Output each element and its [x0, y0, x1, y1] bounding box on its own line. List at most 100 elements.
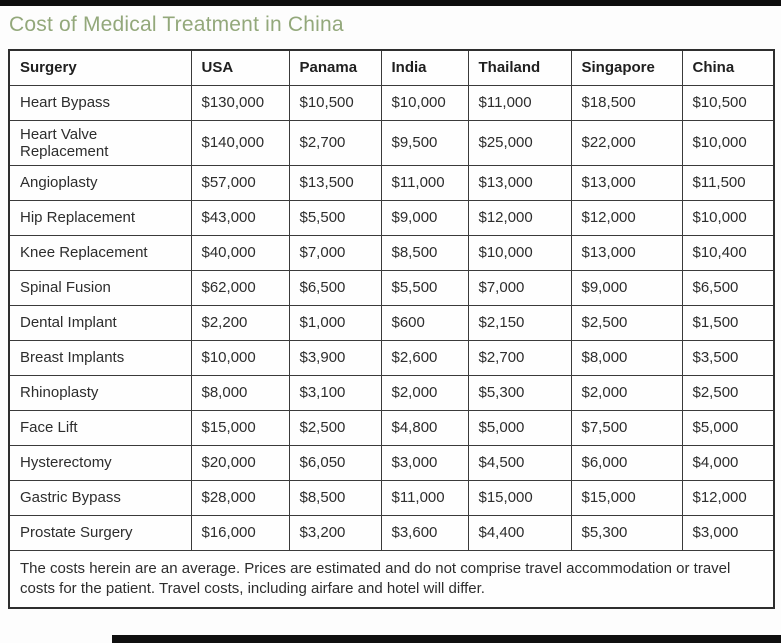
surgery-name-cell: Hip Replacement [8, 199, 192, 236]
table-row: Angioplasty $57,000 $13,500 $11,000 $13,000 $… [8, 164, 775, 201]
price-cell: $28,000 [190, 479, 290, 516]
price-cell: $6,500 [288, 269, 382, 306]
price-cell: $2,000 [570, 374, 683, 411]
price-cell: $10,000 [467, 234, 572, 271]
table-row: Heart Valve Replacement $140,000 $2,700 $9,… [8, 119, 775, 166]
column-header-singapore: Singapore [570, 49, 683, 86]
table-row: Heart Bypass $130,000 $10,500 $10,000 $11,00… [8, 84, 775, 121]
price-cell: $8,500 [288, 479, 382, 516]
table-row: Rhinoplasty $8,000 $3,100 $2,000 $5,300 $2,00… [8, 374, 775, 411]
price-cell: $16,000 [190, 514, 290, 551]
price-cell: $10,000 [681, 119, 775, 166]
price-cell: $11,000 [380, 479, 469, 516]
price-cell: $18,500 [570, 84, 683, 121]
price-cell: $4,000 [681, 444, 775, 481]
price-cell: $9,000 [570, 269, 683, 306]
price-cell: $6,000 [570, 444, 683, 481]
price-cell: $2,200 [190, 304, 290, 341]
column-header-india: India [380, 49, 469, 86]
price-cell: $2,500 [681, 374, 775, 411]
table-row: Gastric Bypass $28,000 $8,500 $11,000 $15,00… [8, 479, 775, 516]
price-cell: $5,000 [467, 409, 572, 446]
price-cell: $140,000 [190, 119, 290, 166]
price-cell: $10,500 [681, 84, 775, 121]
price-cell: $2,150 [467, 304, 572, 341]
price-cell: $5,000 [681, 409, 775, 446]
price-cell: $13,000 [570, 234, 683, 271]
price-cell: $10,000 [380, 84, 469, 121]
price-cell: $1,000 [288, 304, 382, 341]
price-cell: $3,200 [288, 514, 382, 551]
surgery-name-cell: Hysterectomy [8, 444, 192, 481]
bottom-black-bar [112, 635, 781, 643]
price-cell: $8,000 [190, 374, 290, 411]
price-cell: $8,000 [570, 339, 683, 376]
table-body: Heart Bypass $130,000 $10,500 $10,000 $11,00… [8, 84, 775, 551]
price-cell: $7,000 [467, 269, 572, 306]
price-cell: $2,000 [380, 374, 469, 411]
column-header-china: China [681, 49, 775, 86]
surgery-name-cell: Angioplasty [8, 164, 192, 201]
surgery-name-cell: Dental Implant [8, 304, 192, 341]
price-cell: $4,400 [467, 514, 572, 551]
price-cell: $4,500 [467, 444, 572, 481]
table-row: Prostate Surgery $16,000 $3,200 $3,600 $4,40… [8, 514, 775, 551]
price-cell: $2,500 [570, 304, 683, 341]
price-cell: $10,000 [681, 199, 775, 236]
price-cell: $12,000 [570, 199, 683, 236]
price-cell: $3,500 [681, 339, 775, 376]
price-cell: $6,500 [681, 269, 775, 306]
column-header-panama: Panama [288, 49, 382, 86]
price-cell: $7,000 [288, 234, 382, 271]
footnote: The costs herein are an average. Prices … [8, 549, 775, 609]
price-cell: $57,000 [190, 164, 290, 201]
price-cell: $600 [380, 304, 469, 341]
price-cell: $12,000 [467, 199, 572, 236]
price-cell: $130,000 [190, 84, 290, 121]
price-cell: $6,050 [288, 444, 382, 481]
surgery-name-cell: Prostate Surgery [8, 514, 192, 551]
surgery-name-cell: Face Lift [8, 409, 192, 446]
price-cell: $8,500 [380, 234, 469, 271]
price-cell: $5,500 [380, 269, 469, 306]
column-header-usa: USA [190, 49, 290, 86]
price-cell: $15,000 [467, 479, 572, 516]
price-cell: $10,500 [288, 84, 382, 121]
table-row: Spinal Fusion $62,000 $6,500 $5,500 $7,000 $9… [8, 269, 775, 306]
page-title: Cost of Medical Treatment in China [9, 13, 344, 36]
price-cell: $2,600 [380, 339, 469, 376]
header-row: Surgery USA Panama India Thailand Singapore Ch… [8, 49, 775, 86]
price-cell: $3,000 [681, 514, 775, 551]
price-cell: $20,000 [190, 444, 290, 481]
price-cell: $2,700 [467, 339, 572, 376]
price-cell: $15,000 [570, 479, 683, 516]
footnote-row: The costs herein are an average. Prices … [8, 549, 775, 609]
table-row: Knee Replacement $40,000 $7,000 $8,500 $10,0… [8, 234, 775, 271]
price-cell: $25,000 [467, 119, 572, 166]
price-cell: $15,000 [190, 409, 290, 446]
price-cell: $5,300 [467, 374, 572, 411]
surgery-name-cell: Gastric Bypass [8, 479, 192, 516]
price-cell: $22,000 [570, 119, 683, 166]
table-row: Dental Implant $2,200 $1,000 $600 $2,150 $2,5… [8, 304, 775, 341]
table-row: Breast Implants $10,000 $3,900 $2,600 $2,700… [8, 339, 775, 376]
price-cell: $11,000 [380, 164, 469, 201]
price-cell: $1,500 [681, 304, 775, 341]
price-cell: $7,500 [570, 409, 683, 446]
price-cell: $43,000 [190, 199, 290, 236]
price-cell: $62,000 [190, 269, 290, 306]
table-row: Hysterectomy $20,000 $6,050 $3,000 $4,500 $6,… [8, 444, 775, 481]
column-header-thailand: Thailand [467, 49, 572, 86]
table-row: Hip Replacement $43,000 $5,500 $9,000 $12,00… [8, 199, 775, 236]
price-cell: $3,000 [380, 444, 469, 481]
surgery-name-cell: Rhinoplasty [8, 374, 192, 411]
surgery-name-cell: Knee Replacement [8, 234, 192, 271]
price-cell: $11,500 [681, 164, 775, 201]
price-cell: $9,500 [380, 119, 469, 166]
surgery-name-cell: Heart Valve Replacement [8, 119, 192, 166]
price-cell: $5,500 [288, 199, 382, 236]
table-row: Face Lift $15,000 $2,500 $4,800 $5,000 $7,500… [8, 409, 775, 446]
price-cell: $3,600 [380, 514, 469, 551]
price-cell: $4,800 [380, 409, 469, 446]
